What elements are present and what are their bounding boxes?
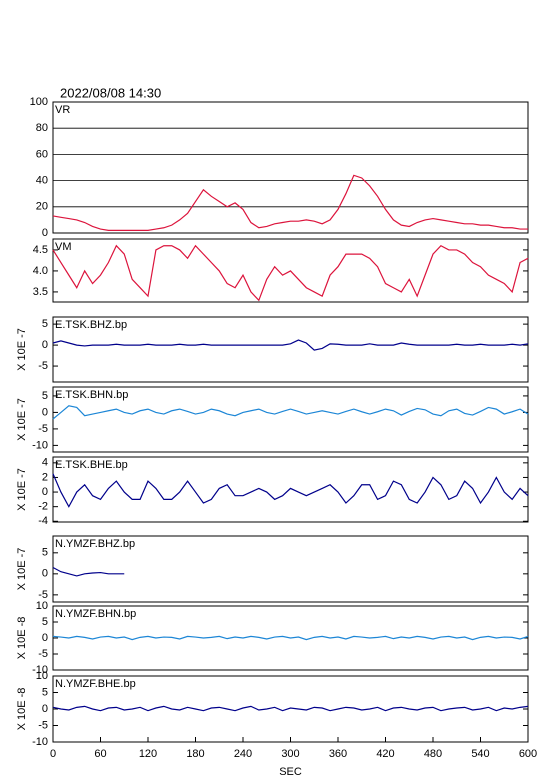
y-tick-label: 80 [36, 122, 48, 134]
y-tick-label: 0 [42, 227, 48, 239]
panel-frame [52, 101, 529, 234]
y-tick-label: 5 [42, 390, 48, 402]
y-axis-label: X 10E -7 [16, 328, 28, 371]
panel-frame [52, 535, 529, 603]
y-tick-label: 0 [42, 568, 48, 580]
y-tick-label: -10 [32, 736, 48, 748]
y-tick-label: 20 [36, 201, 48, 213]
panel-label: N.YMZF.BHN.bp [55, 608, 136, 620]
x-tick-label: 420 [376, 748, 394, 760]
y-axis-label: X 10E -7 [16, 398, 28, 441]
y-tick-label: 5 [42, 318, 48, 330]
y-axis-label: X 10E -7 [16, 548, 28, 591]
y-tick-label: 10 [36, 600, 48, 612]
y-tick-label: 100 [30, 96, 48, 108]
y-tick-label: 40 [36, 175, 48, 187]
y-axis-label: X 10E -8 [16, 688, 28, 731]
x-tick-label: 60 [94, 748, 106, 760]
x-tick-label: 480 [424, 748, 442, 760]
panel-label: E.TSK.BHE.bp [55, 459, 128, 471]
y-tick-label: 5 [42, 547, 48, 559]
y-tick-label: 5 [42, 686, 48, 698]
x-tick-label: 120 [139, 748, 157, 760]
panel-label: N.YMZF.BHE.bp [55, 678, 136, 690]
panel-frame [52, 316, 529, 383]
y-tick-label: 5 [42, 616, 48, 628]
trace-line [52, 705, 529, 712]
y-axis-label: X 10E -8 [16, 617, 28, 660]
y-tick-label: 4.5 [33, 244, 48, 256]
y-tick-label: 3.5 [33, 286, 48, 298]
y-tick-label: -5 [38, 589, 48, 601]
x-tick-label: 240 [234, 748, 252, 760]
trace-line [52, 473, 529, 508]
y-tick-label: 0 [42, 406, 48, 418]
panel-frame [52, 386, 529, 453]
y-tick-label: -5 [38, 423, 48, 435]
panel-label: E.TSK.BHZ.bp [55, 319, 127, 331]
y-tick-label: 0 [42, 703, 48, 715]
x-tick-label: 600 [519, 748, 537, 760]
y-tick-label: 4 [42, 457, 48, 469]
y-tick-label: -5 [38, 719, 48, 731]
y-tick-label: -5 [38, 360, 48, 372]
trace-line [52, 244, 529, 302]
panel-frame [52, 456, 529, 523]
y-tick-label: 2 [42, 471, 48, 483]
x-tick-label: 360 [329, 748, 347, 760]
x-tick-label: 540 [471, 748, 489, 760]
panel-label: E.TSK.BHN.bp [55, 389, 128, 401]
x-axis-label: SEC [279, 766, 302, 778]
y-tick-label: 0 [42, 486, 48, 498]
panel-label: VR [55, 104, 70, 116]
y-tick-label: 10 [36, 670, 48, 682]
y-tick-label: 0 [42, 632, 48, 644]
y-tick-label: 4.0 [33, 265, 48, 277]
y-tick-label: -2 [38, 501, 48, 513]
trace-line [52, 566, 125, 577]
trace-line [52, 174, 528, 231]
y-tick-label: 60 [36, 148, 48, 160]
trace-line [52, 635, 529, 641]
trace-line [52, 339, 529, 351]
y-tick-label: -10 [32, 664, 48, 676]
x-tick-label: 180 [186, 748, 204, 760]
y-tick-label: 0 [42, 339, 48, 351]
panel-label: VM [55, 241, 72, 253]
panel-label: N.YMZF.BHZ.bp [55, 538, 135, 550]
y-tick-label: -4 [38, 515, 48, 527]
chart-title: 2022/08/08 14:30 [60, 85, 161, 100]
x-tick-label: 300 [281, 748, 299, 760]
trace-line [52, 405, 529, 420]
y-tick-label: -10 [32, 439, 48, 451]
y-axis-label: X 10E -7 [16, 468, 28, 511]
y-tick-label: -5 [38, 648, 48, 660]
x-tick-label: 0 [50, 748, 56, 760]
